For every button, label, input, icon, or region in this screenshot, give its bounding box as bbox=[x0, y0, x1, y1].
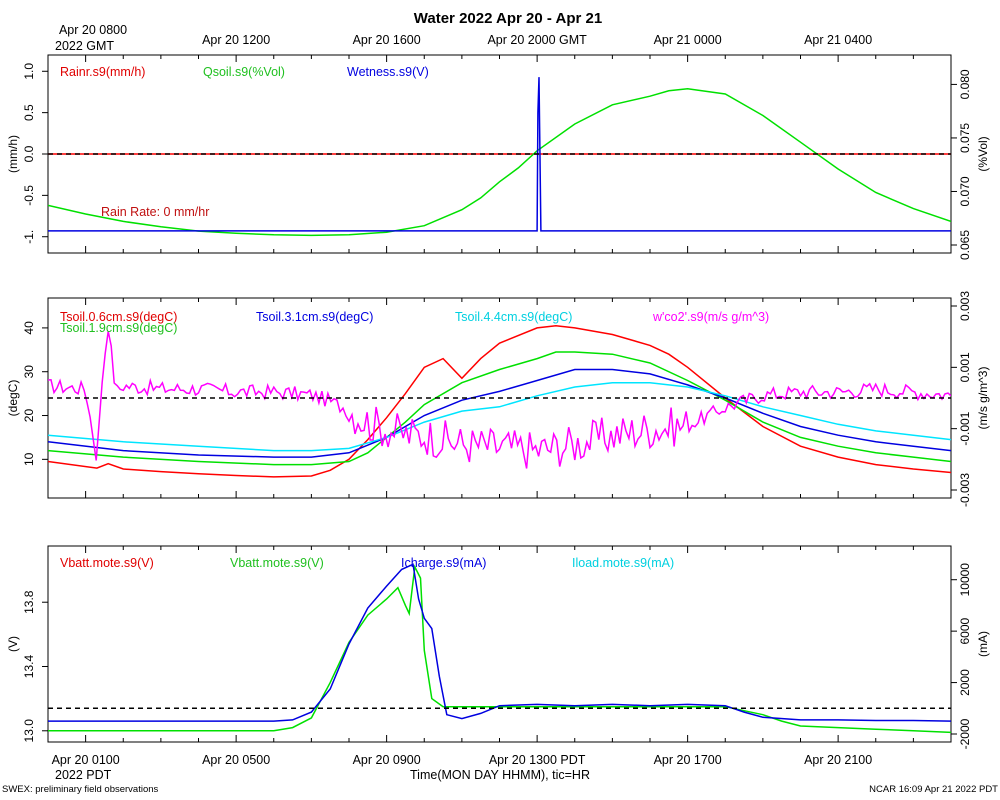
bottom-tick-label: Apr 20 0900 bbox=[353, 753, 421, 767]
y-tick-label-left: 0.0 bbox=[22, 145, 36, 162]
series-line-tsoil-0-6cm-s9-degc bbox=[48, 324, 951, 478]
y-axis-label-left: (V) bbox=[6, 636, 20, 652]
y-axis-label-left: (degC) bbox=[6, 380, 20, 417]
bottom-tick-label: Apr 20 1700 bbox=[654, 753, 722, 767]
legend-tsoil-1-9cm: Tsoil.1.9cm.s9(degC) bbox=[60, 321, 177, 335]
y-tick-label-right: 0.065 bbox=[958, 230, 972, 260]
y-tick-label-left: 13.8 bbox=[22, 590, 36, 614]
y-tick-label-left: 13.4 bbox=[22, 654, 36, 678]
y-tick-label-right: 0.075 bbox=[958, 123, 972, 153]
y-tick-label-left: 40 bbox=[22, 321, 36, 335]
panel-power-frame bbox=[47, 545, 952, 743]
y-axis-label-left: (mm/h) bbox=[6, 135, 20, 173]
series-line-w-co2-s9-m-s-g-m-3 bbox=[48, 331, 951, 469]
top-tick-label: Apr 20 2000 GMT bbox=[487, 33, 587, 47]
y-tick-label-left: 10 bbox=[22, 452, 36, 466]
y-tick-label-left: 20 bbox=[22, 409, 36, 423]
bottom-tick-label: Apr 20 1300 PDT bbox=[489, 753, 586, 767]
y-tick-label-left: 1.0 bbox=[22, 63, 36, 80]
series-line-icharge-s9-ma bbox=[48, 563, 951, 722]
y-tick-label-right: 2000 bbox=[958, 669, 972, 696]
bottom-tick-label: Apr 20 2100 bbox=[804, 753, 872, 767]
series-line-tsoil-4-4cm-s9-degc bbox=[48, 381, 951, 452]
top-time-axis: Apr 20 0800 Apr 20 1200 Apr 20 1600 Apr 20 … bbox=[59, 23, 872, 47]
legend-tsoil-4-4cm: Tsoil.4.4cm.s9(degC) bbox=[455, 310, 572, 324]
y-tick-label-right: 0.080 bbox=[958, 69, 972, 99]
y-tick-label-left: 30 bbox=[22, 365, 36, 379]
y-tick-label-left: -1. bbox=[22, 230, 36, 244]
y-tick-label-right: -0.001 bbox=[958, 411, 972, 445]
x-axis-label: Time(MON DAY HHMM), tic=HR bbox=[410, 768, 590, 782]
legend-icharge: Icharge.s9(mA) bbox=[401, 556, 486, 570]
y-tick-label-right: 0.070 bbox=[958, 176, 972, 206]
y-tick-label-left: -0.5 bbox=[22, 185, 36, 206]
y-axis-label-right: (mA) bbox=[976, 631, 990, 657]
legend-wetness: Wetness.s9(V) bbox=[347, 65, 429, 79]
y-tick-label-left: 0.5 bbox=[22, 104, 36, 121]
legend-tsoil-0-6cm: Tsoil.0.6cm.s9(degC) bbox=[60, 310, 177, 324]
series-line-tsoil-1-9cm-s9-degc bbox=[48, 351, 951, 466]
panel-water: -1. -0.5 0.0 0.5 1.0 0.065 0.070 0.075 0.080 (mm/… bbox=[6, 55, 990, 260]
panel-power: 13.0 13.4 13.8 -2000 2000 6000 10000 (V) (mA) bbox=[6, 546, 990, 749]
series-line-wetness-s9-v bbox=[48, 77, 951, 232]
y-tick-label-right: 10000 bbox=[958, 563, 972, 597]
top-tick-label: Apr 20 1200 bbox=[202, 33, 270, 47]
legend-rainr: Rainr.s9(mm/h) bbox=[60, 65, 145, 79]
series-group bbox=[48, 563, 951, 734]
legend-wco2: w'co2'.s9(m/s g/m^3) bbox=[652, 310, 769, 324]
y-axis-label-right: (m/s g/m^3) bbox=[976, 367, 990, 430]
rain-rate-annotation: Rain Rate: 0 mm/hr bbox=[101, 205, 209, 219]
y-axis-label-right: (%Vol) bbox=[976, 136, 990, 171]
y-tick-label-right: 0.003 bbox=[958, 291, 972, 321]
y-tick-label-right: 0.001 bbox=[958, 352, 972, 382]
top-tick-label: Apr 21 0000 bbox=[654, 33, 722, 47]
y-tick-label-right: -2000 bbox=[958, 718, 972, 749]
footer-left: SWEX: preliminary field observations bbox=[2, 784, 159, 795]
top-tick-label: Apr 20 1600 bbox=[353, 33, 421, 47]
y-tick-label-left: 13.0 bbox=[22, 719, 36, 743]
top-axis-year: 2022 GMT bbox=[55, 39, 114, 53]
bottom-tick-label: Apr 20 0500 bbox=[202, 753, 270, 767]
legend-iload: Iload.mote.s9(mA) bbox=[572, 556, 674, 570]
series-line-tsoil-3-1cm-s9-degc bbox=[48, 368, 951, 458]
y-tick-label-right: -0.003 bbox=[958, 473, 972, 507]
panel-soil-temperature: 10 20 30 40 -0.003 -0.001 0.001 0.003 (degC) (m/s… bbox=[6, 291, 990, 507]
bottom-tick-label: Apr 20 0100 bbox=[52, 753, 120, 767]
bottom-time-axis: Apr 20 0100 Apr 20 0500 Apr 20 0900 Apr 20 … bbox=[52, 753, 873, 767]
bottom-axis-year: 2022 PDT bbox=[55, 768, 112, 782]
legend-vbatt-green: Vbatt.mote.s9(V) bbox=[230, 556, 324, 570]
footer-right: NCAR 16:09 Apr 21 2022 PDT bbox=[869, 784, 998, 795]
legend-qsoil: Qsoil.s9(%Vol) bbox=[203, 65, 285, 79]
top-tick-label: Apr 20 0800 bbox=[59, 23, 127, 37]
top-tick-label: Apr 21 0400 bbox=[804, 33, 872, 47]
series-group bbox=[48, 324, 951, 478]
series-group bbox=[48, 77, 951, 237]
figure-title: Water 2022 Apr 20 - Apr 21 bbox=[414, 10, 602, 27]
legend-vbatt-red: Vbatt.mote.s9(V) bbox=[60, 556, 154, 570]
series-line-qsoil-s9-vol bbox=[48, 87, 951, 237]
y-tick-label-right: 6000 bbox=[958, 617, 972, 644]
legend-tsoil-3-1cm: Tsoil.3.1cm.s9(degC) bbox=[256, 310, 373, 324]
